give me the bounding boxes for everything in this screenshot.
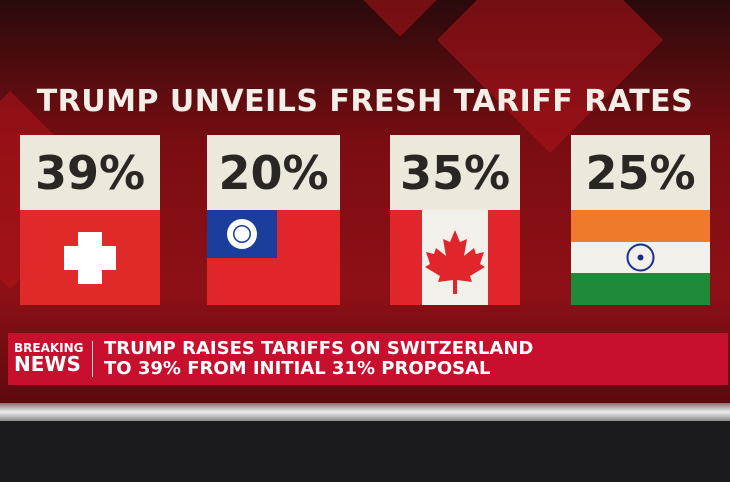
flag-india	[571, 210, 710, 305]
ticker-line: TRUMP RAISES TARIFFS ON SWITZERLAND	[104, 338, 534, 359]
rate: 39%	[20, 135, 160, 210]
tariff-card: 39%	[20, 135, 160, 305]
ticker-text: TRUMP RAISES TARIFFS ON SWITZERLAND TO 3…	[104, 339, 533, 379]
badge-bottom: NEWS	[14, 352, 81, 376]
light-strip	[0, 403, 730, 421]
rate: 20%	[207, 135, 340, 210]
bg-shape	[343, 0, 457, 37]
breaking-news-bar: BREAKING NEWS TRUMP RAISES TARIFFS ON SW…	[8, 333, 728, 385]
floor	[0, 421, 730, 482]
flag-taiwan	[207, 210, 340, 305]
tariff-card: 20%	[207, 135, 340, 305]
headline: TRUMP UNVEILS FRESH TARIFF RATES	[36, 84, 694, 119]
badge: BREAKING NEWS	[14, 342, 84, 374]
flag-canada	[390, 210, 520, 305]
separator	[92, 341, 93, 377]
flag-switzerland	[20, 210, 160, 305]
tariff-card: 35%	[390, 135, 520, 305]
rate: 25%	[571, 135, 710, 210]
tariff-card: 25%	[571, 135, 710, 305]
rate: 35%	[390, 135, 520, 210]
ticker-line: TO 39% FROM INITIAL 31% PROPOSAL	[104, 358, 491, 379]
badge-top: BREAKING	[14, 341, 84, 355]
bg-shape	[436, 0, 664, 154]
